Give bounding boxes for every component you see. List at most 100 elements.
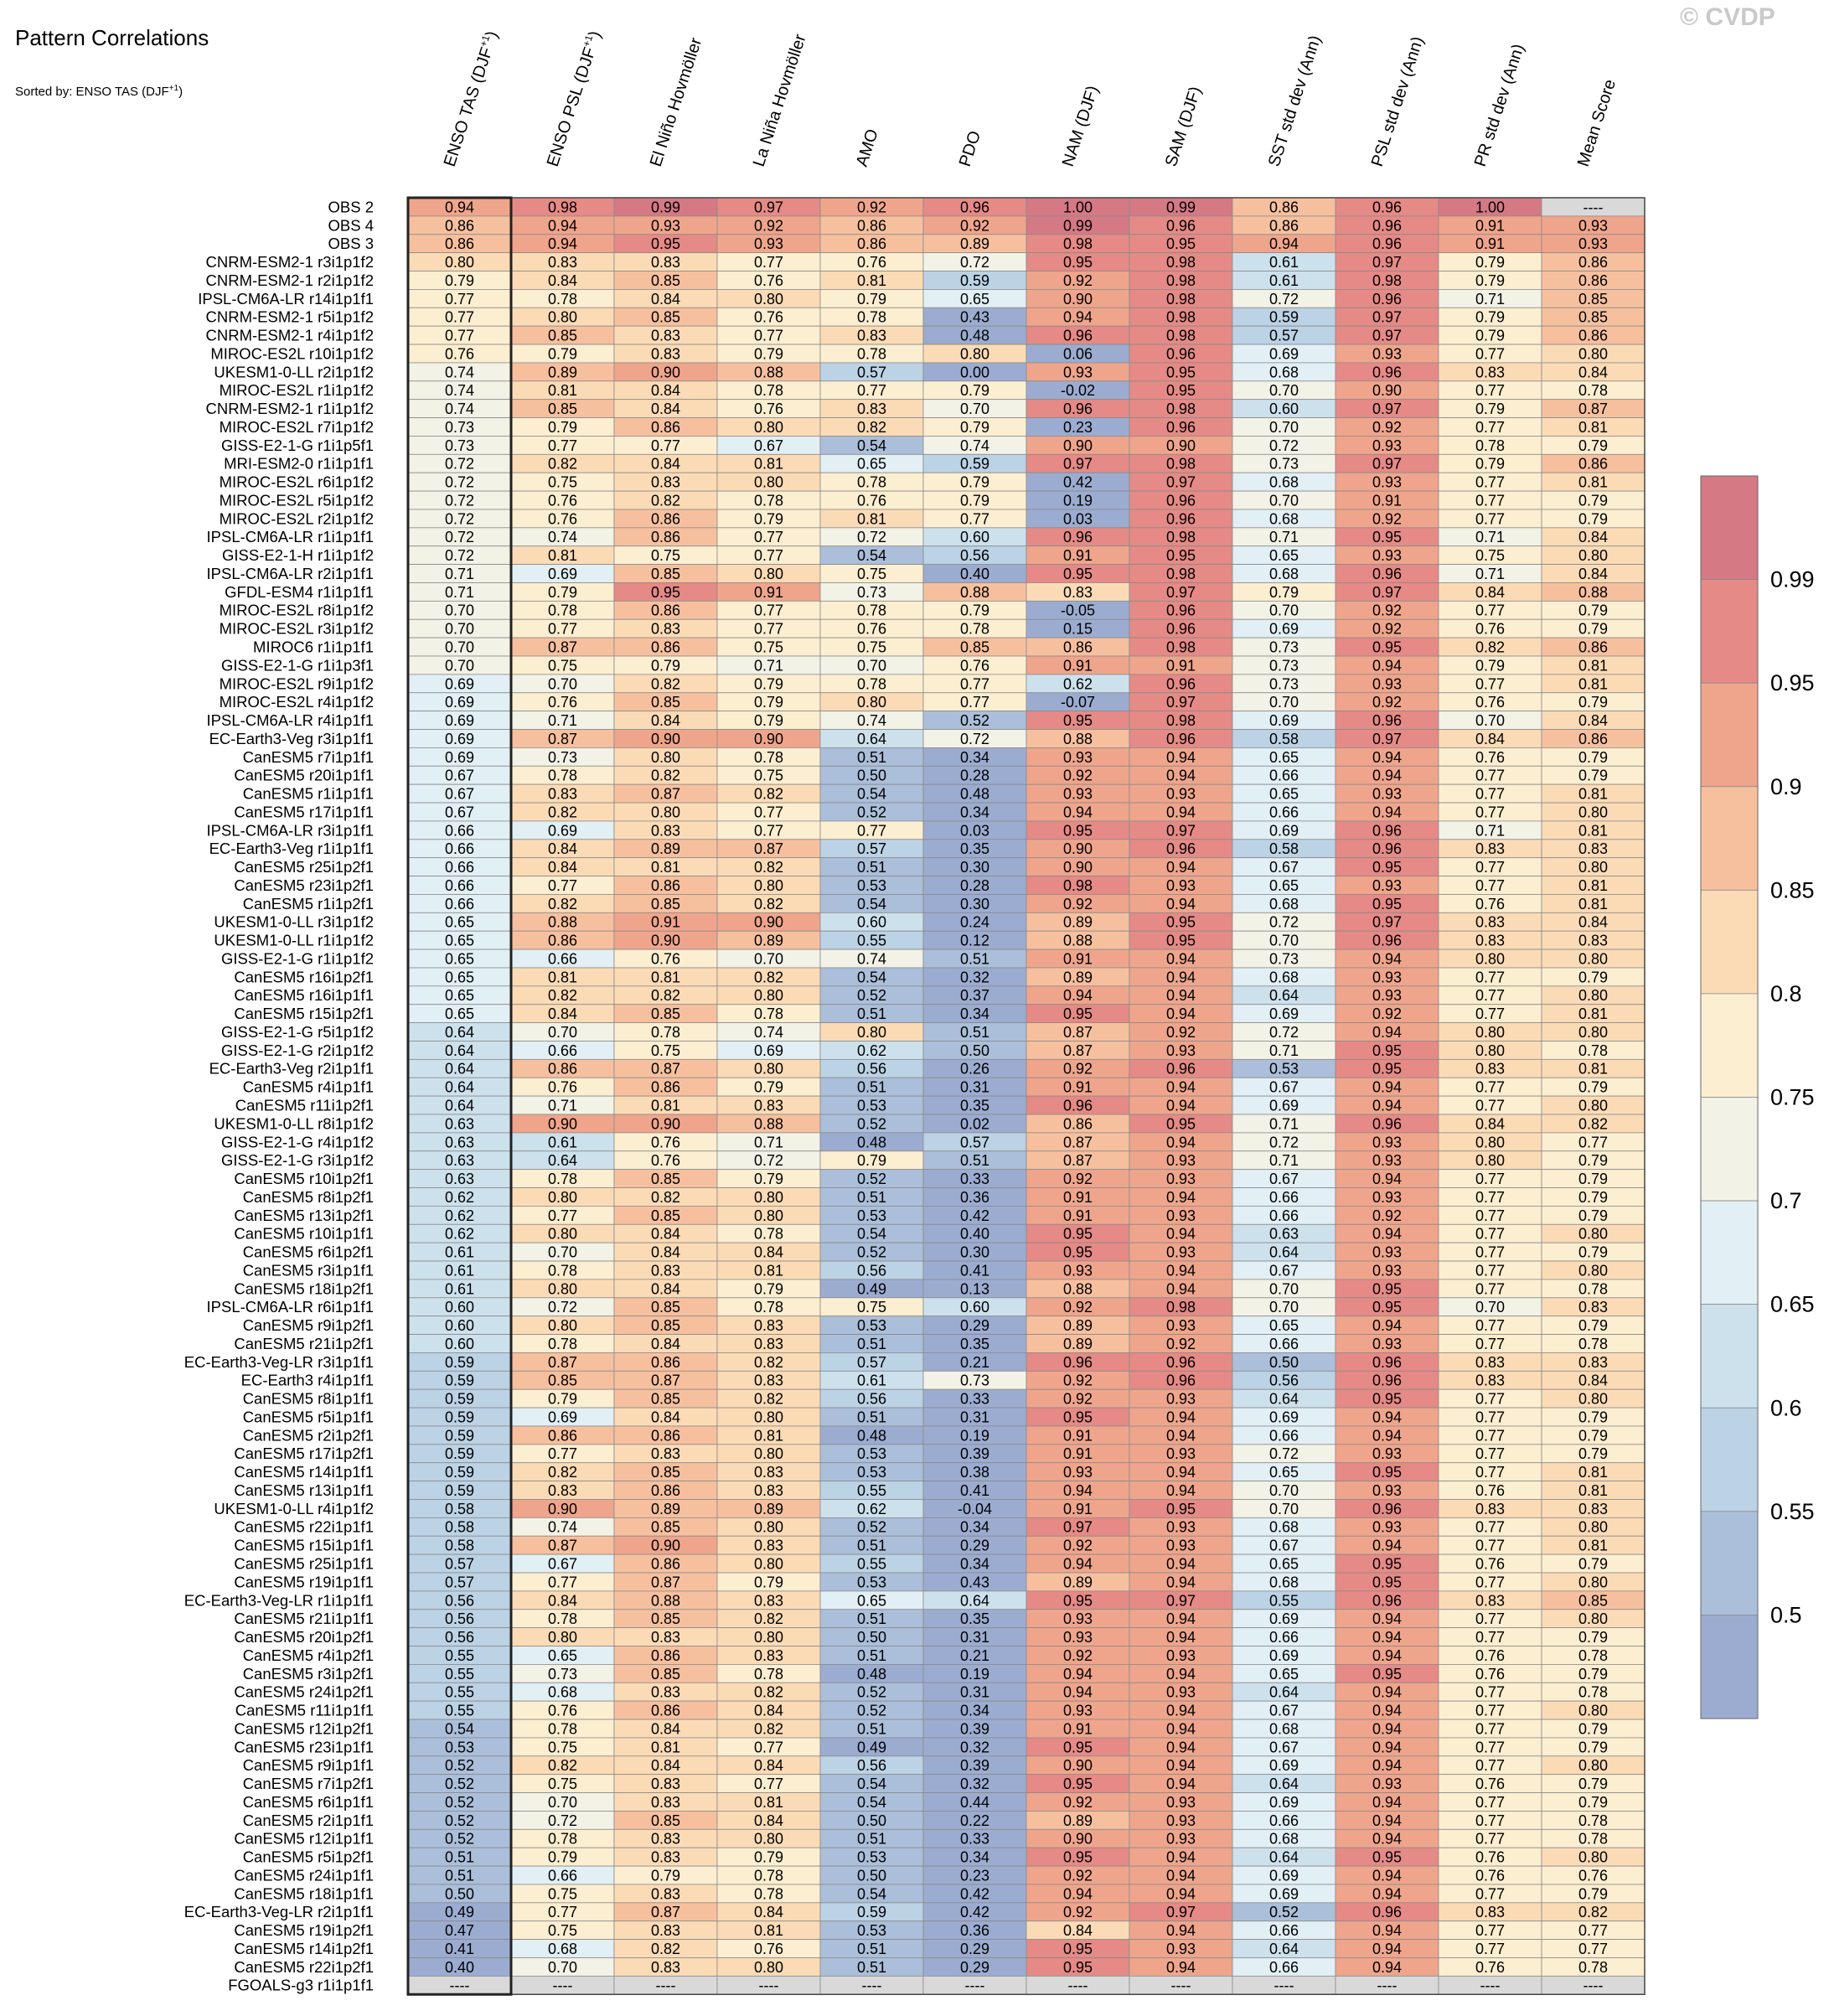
cell-value-label: 0.80	[548, 1189, 577, 1206]
cell-value-label: 0.79	[548, 419, 577, 436]
cell-value-label: 0.88	[548, 914, 577, 931]
cell-value-label: 0.92	[1063, 768, 1093, 784]
cell-value-label: 0.84	[548, 859, 577, 876]
cell-value-label: 0.77	[754, 804, 783, 820]
cell-value-label: 0.86	[1578, 254, 1608, 271]
row-label: CanESM5 r20i1p2f1	[234, 1628, 374, 1646]
cell-value-label: 0.69	[445, 731, 474, 747]
cell-value-label: 0.97	[1166, 822, 1196, 839]
cell-value-label: 0.97	[1166, 1904, 1196, 1920]
cell-value-label: 0.94	[1372, 1922, 1402, 1939]
cell-value-label: 0.93	[1372, 1445, 1402, 1462]
cell-value-label: 0.93	[1063, 1464, 1093, 1481]
cell-value-label: 0.85	[548, 1372, 577, 1389]
cell-value-label: 0.98	[1166, 456, 1196, 473]
cell-value-label: 0.79	[1475, 328, 1505, 344]
cell-value-label: 0.68	[1269, 474, 1299, 491]
cell-value-label: 0.75	[548, 657, 577, 674]
cell-value-label: 0.93	[1372, 474, 1402, 491]
cell-value-label: 0.59	[445, 1482, 474, 1499]
cell-value-label: 0.84	[1578, 566, 1608, 582]
colorbar-segment	[1700, 682, 1759, 788]
cell-value-label: 0.70	[1475, 712, 1505, 729]
cell-value-label: 0.34	[960, 804, 989, 820]
cell-value-label: 0.75	[548, 474, 577, 491]
cell-value-label: 0.48	[857, 1134, 886, 1150]
cell-value-label: 0.80	[754, 1061, 783, 1078]
cell-value-label: 0.77	[1475, 1391, 1505, 1408]
cell-value-label: 0.85	[651, 1005, 680, 1022]
cell-value-label: 0.81	[754, 1922, 783, 1939]
cell-value-label: ----	[450, 1977, 470, 1994]
cell-value-label: 0.92	[1166, 1024, 1196, 1041]
cell-value-label: 0.68	[1269, 969, 1299, 985]
cell-value-label: 0.87	[548, 639, 577, 656]
cell-value-label: 0.79	[857, 291, 886, 308]
cell-value-label: 0.87	[651, 1061, 680, 1078]
cell-value-label: 0.71	[445, 584, 474, 601]
cell-value-label: 0.94	[1063, 987, 1093, 1004]
cell-value-label: 0.94	[548, 217, 577, 234]
cell-value-label: 0.78	[960, 621, 989, 638]
cell-value-label: 0.70	[548, 1244, 577, 1261]
row-label: CanESM5 r16i1p1f1	[234, 986, 374, 1004]
cell-value-label: 0.95	[1372, 1464, 1402, 1481]
cell-value-label: 0.70	[445, 639, 474, 656]
cell-value-label: 0.95	[1372, 1666, 1402, 1683]
cell-value-label: 0.81	[548, 382, 577, 399]
cell-value-label: 0.69	[1269, 1005, 1299, 1022]
cell-value-label: 0.71	[445, 566, 474, 582]
row-label: MIROC-ES2L r10i1p1f2	[210, 344, 374, 362]
cell-value-label: 0.95	[1372, 1061, 1402, 1078]
cell-value-label: 0.53	[857, 1464, 886, 1481]
cell-value-label: 0.95	[1063, 566, 1093, 582]
cell-value-label: 0.84	[754, 1757, 783, 1774]
cell-value-label: 0.73	[548, 749, 577, 766]
cell-value-label: 0.70	[548, 1794, 577, 1811]
cell-value-label: 0.56	[857, 1262, 886, 1279]
cell-value-label: 0.83	[754, 1647, 783, 1664]
cell-value-label: 0.78	[754, 749, 783, 766]
column-header: ENSO TAS (DJF+1)	[439, 28, 502, 169]
cell-value-label: 0.96	[1372, 199, 1402, 215]
row-label: CanESM5 r14i1p1f1	[234, 1463, 374, 1481]
cell-value-label: 0.96	[1166, 1061, 1196, 1078]
row-label: MRI-ESM2-0 r1i1p1f1	[224, 455, 374, 473]
cell-value-label: 0.42	[1063, 474, 1093, 491]
cell-value-label: 0.86	[651, 1703, 680, 1719]
cell-value-label: 0.71	[1475, 566, 1505, 582]
cell-value-label: 0.77	[1475, 768, 1505, 784]
cell-value-label: 0.76	[857, 621, 886, 638]
colorbar-segment	[1700, 1097, 1759, 1202]
cell-value-label: 0.91	[1063, 1079, 1093, 1096]
row-label: MIROC-ES2L r7i1p1f2	[220, 418, 374, 436]
cell-value-label: 0.86	[445, 235, 474, 252]
cell-value-label: 0.94	[1166, 1134, 1196, 1150]
cell-value-label: 0.85	[1578, 309, 1608, 326]
cell-value-label: 0.79	[754, 510, 783, 527]
cell-value-label: 0.93	[1166, 1171, 1196, 1187]
cell-value-label: 0.77	[960, 675, 989, 692]
cell-value-label: 0.78	[1578, 1812, 1608, 1829]
row-label: CanESM5 r21i1p2f1	[234, 1335, 374, 1352]
cell-value-label: 0.86	[651, 1482, 680, 1499]
cell-value-label: 0.72	[960, 731, 989, 747]
cell-value-label: 0.95	[1372, 1849, 1402, 1866]
cell-value-label: 0.71	[754, 1134, 783, 1150]
cell-value-label: 0.80	[1578, 1574, 1608, 1590]
row-label: OBS 4	[328, 216, 375, 234]
cell-value-label: 0.77	[1475, 492, 1505, 509]
cell-value-label: 0.77	[1475, 1610, 1505, 1627]
cell-value-label: 0.94	[1372, 804, 1402, 820]
cell-value-label: 0.73	[1269, 950, 1299, 967]
cell-value-label: 0.77	[1475, 1831, 1505, 1848]
cell-value-label: 0.68	[1269, 510, 1299, 527]
cell-value-label: 0.81	[1578, 896, 1608, 912]
row-label: GISS-E2-1-G r5i1p1f2	[221, 1023, 374, 1041]
cell-value-label: 0.77	[1475, 1684, 1505, 1701]
cell-value-label: 0.62	[445, 1189, 474, 1206]
cell-value-label: 0.97	[1166, 584, 1196, 601]
cell-value-label: 0.50	[857, 1867, 886, 1884]
cell-value-label: 0.80	[1578, 859, 1608, 876]
cell-value-label: 0.83	[1475, 933, 1505, 949]
